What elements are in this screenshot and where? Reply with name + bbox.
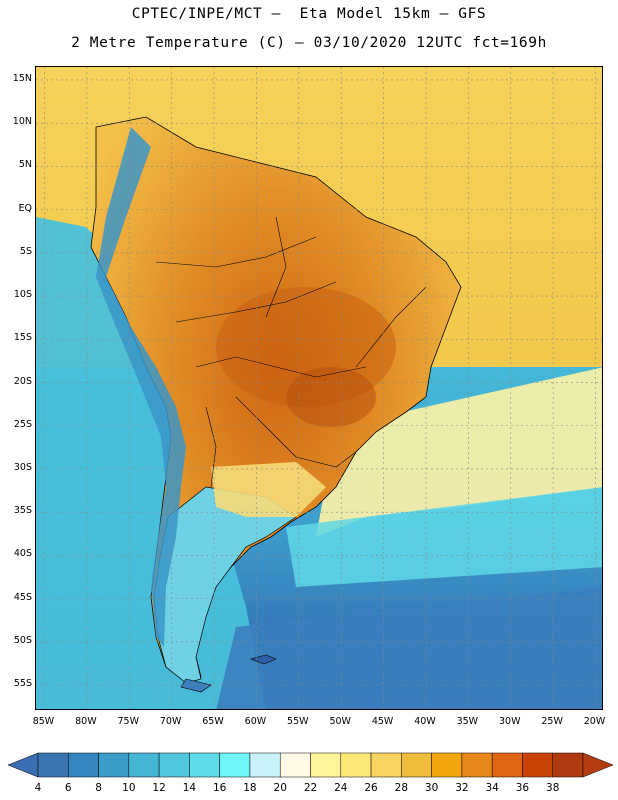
- lon-label: 65W: [202, 716, 224, 727]
- tierra-del-fuego: [180, 678, 212, 693]
- colorbar-label: 8: [95, 782, 102, 794]
- colorbar-swatch: [98, 752, 130, 778]
- lon-label: 75W: [117, 716, 139, 727]
- lat-label: 55S: [13, 678, 32, 690]
- colorbar-label: 36: [515, 782, 530, 794]
- colorbar-swatch: [37, 752, 69, 778]
- colorbar-label: 24: [334, 782, 348, 794]
- colorbar-label: 22: [303, 782, 318, 794]
- central-hot-spot: [286, 367, 376, 427]
- colorbar-label: 6: [64, 782, 72, 794]
- colorbar-high-arrow: [582, 752, 614, 778]
- lon-label: 60W: [244, 716, 267, 727]
- colorbar-swatch: [279, 752, 311, 778]
- lat-label: 25S: [13, 418, 32, 430]
- colorbar-label: 4: [34, 782, 42, 794]
- colorbar-swatch: [340, 752, 372, 778]
- lon-label: 55W: [287, 716, 309, 727]
- map-title: CPTEC/INPE/MCT – Eta Model 15km – GFS: [131, 6, 487, 22]
- lon-label: 25W: [541, 716, 563, 727]
- lat-label: 5S: [19, 245, 32, 257]
- colorbar-swatch: [461, 752, 493, 778]
- lat-label: 30S: [13, 461, 32, 473]
- lat-label: 20S: [13, 375, 32, 387]
- colorbar-label: 10: [122, 782, 136, 794]
- colorbar-swatch: [310, 752, 342, 778]
- lon-label: 40W: [414, 716, 436, 727]
- colorbar-swatch: [552, 752, 584, 778]
- colorbar-label: 20: [273, 782, 287, 794]
- lon-label: 70W: [159, 716, 182, 727]
- colorbar-swatch: [249, 752, 281, 778]
- map-subtitle: 2 Metre Temperature (C) – 03/10/2020 12U…: [71, 35, 547, 51]
- colorbar-label: 18: [243, 782, 257, 794]
- lat-label: 15N: [12, 72, 32, 84]
- pampas-warm: [211, 462, 326, 517]
- lon-label: 20W: [583, 716, 606, 727]
- temperature-map: [35, 66, 603, 710]
- lat-lon-grid: [36, 67, 602, 709]
- lon-label: 50W: [329, 716, 351, 727]
- colorbar-label: 14: [182, 782, 197, 794]
- lat-label: 50S: [13, 634, 32, 646]
- colorbar-label: 16: [212, 782, 227, 794]
- lat-label: 10N: [12, 116, 32, 128]
- atlantic-warm-band: [316, 367, 602, 537]
- colorbar-swatch: [189, 752, 220, 778]
- colorbar-low-arrow: [7, 752, 39, 778]
- lon-label: 30W: [498, 716, 521, 727]
- lat-label: 10S: [13, 289, 32, 301]
- lat-label: 40S: [13, 548, 32, 560]
- colorbar-swatch: [401, 752, 432, 778]
- colorbar-label: 28: [394, 782, 409, 794]
- lon-label: 80W: [75, 716, 97, 727]
- lon-label: 35W: [456, 716, 479, 727]
- colorbar-label: 12: [152, 782, 166, 794]
- colorbar-swatch: [128, 752, 160, 778]
- colorbar-swatch: [431, 752, 463, 778]
- lat-label: EQ: [18, 202, 32, 214]
- lon-label: 45W: [371, 716, 394, 727]
- colorbar-swatch: [370, 752, 402, 778]
- atlantic-deep-band: [216, 587, 602, 709]
- colorbar-swatches: [37, 752, 584, 778]
- colorbar-label: 30: [424, 782, 439, 794]
- colorbar-swatch: [68, 752, 99, 778]
- colorbar-label: 38: [546, 782, 560, 794]
- country-borders: [155, 216, 427, 488]
- colorbar-swatch: [219, 752, 251, 778]
- falkland-islands: [250, 654, 277, 665]
- lat-label: 15S: [13, 332, 32, 344]
- colorbar-swatch: [522, 752, 553, 778]
- colorbar: [7, 752, 614, 778]
- andes-cold: [96, 127, 186, 647]
- colorbar-label: 34: [485, 782, 499, 794]
- colorbar-swatch: [491, 752, 523, 778]
- colorbar-label: 32: [455, 782, 469, 794]
- lat-label: 45S: [13, 591, 32, 603]
- lon-label: 85W: [32, 716, 55, 727]
- map-canvas: [36, 67, 602, 709]
- lat-label: 35S: [13, 505, 32, 517]
- colorbar-label: 26: [364, 782, 378, 794]
- lat-label: 5N: [18, 159, 32, 171]
- colorbar-swatch: [158, 752, 190, 778]
